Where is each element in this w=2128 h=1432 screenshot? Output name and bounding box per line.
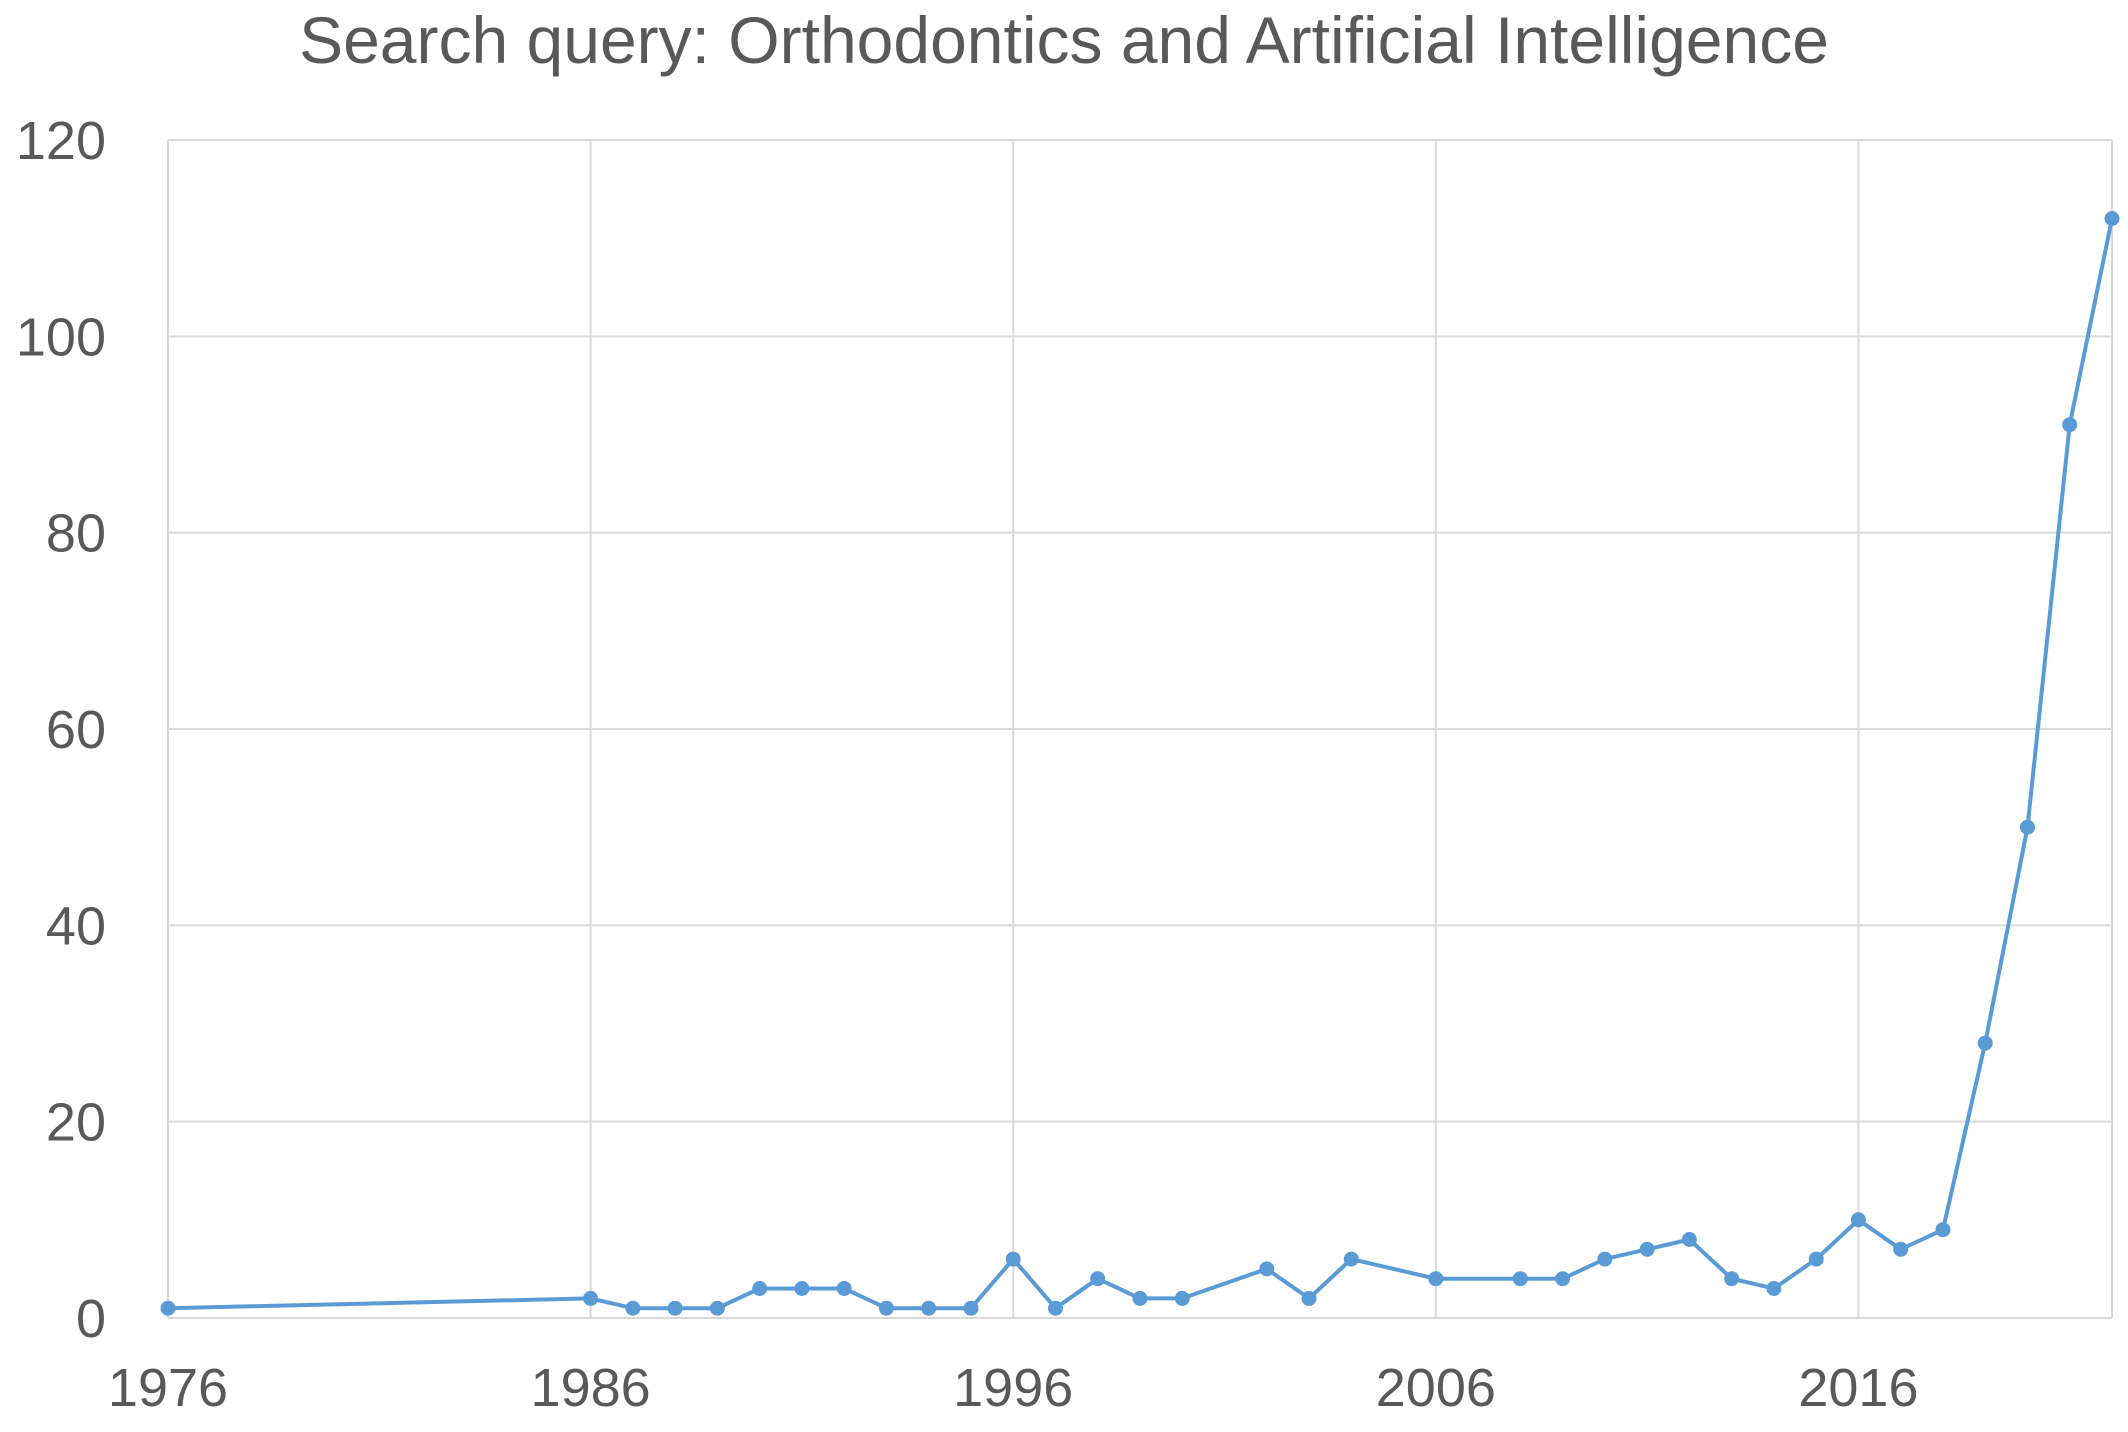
x-tick-label: 2016 — [1798, 1358, 1918, 1418]
data-point — [1639, 1241, 1655, 1257]
y-tick-label: 40 — [46, 896, 106, 956]
data-point — [1808, 1251, 1824, 1267]
data-point — [1174, 1290, 1190, 1306]
y-tick-label: 60 — [46, 700, 106, 760]
data-point — [583, 1290, 599, 1306]
y-tick-label: 120 — [16, 111, 106, 171]
x-tick-label: 1996 — [953, 1358, 1073, 1418]
x-tick-label: 1986 — [531, 1358, 651, 1418]
y-tick-label: 20 — [46, 1093, 106, 1153]
data-point — [1301, 1290, 1317, 1306]
x-tick-label: 2006 — [1376, 1358, 1496, 1418]
data-point — [921, 1300, 937, 1316]
data-point — [1597, 1251, 1613, 1267]
data-point — [836, 1281, 852, 1296]
data-point — [1090, 1271, 1106, 1287]
data-point — [1977, 1035, 1993, 1051]
data-point — [1935, 1222, 1951, 1238]
data-point — [1766, 1281, 1782, 1296]
data-point — [878, 1300, 894, 1316]
data-point — [1512, 1271, 1528, 1287]
data-point — [709, 1300, 725, 1316]
data-point — [1005, 1251, 1021, 1267]
y-tick-label: 80 — [46, 504, 106, 564]
data-point — [2104, 211, 2120, 226]
data-point — [1850, 1212, 1866, 1228]
data-point — [1132, 1290, 1148, 1306]
data-point — [160, 1300, 176, 1316]
data-point — [752, 1281, 768, 1296]
data-point — [625, 1300, 641, 1316]
data-point — [963, 1300, 979, 1316]
data-point — [1343, 1251, 1359, 1267]
data-point — [1555, 1271, 1571, 1287]
data-point — [1428, 1271, 1444, 1287]
x-tick-label: 1976 — [108, 1358, 228, 1418]
data-point — [794, 1281, 810, 1296]
data-point — [1048, 1300, 1063, 1316]
data-point — [1893, 1241, 1909, 1257]
data-point — [667, 1300, 683, 1316]
y-tick-label: 0 — [76, 1289, 106, 1349]
chart-title: Search query: Orthodontics and Artificia… — [299, 3, 1829, 77]
data-point — [2020, 819, 2035, 835]
data-point — [1259, 1261, 1275, 1277]
series-line — [167, 218, 2114, 1311]
data-point — [1681, 1232, 1697, 1247]
y-tick-label: 100 — [16, 307, 106, 367]
data-point — [2062, 417, 2078, 433]
data-point — [1724, 1271, 1740, 1287]
